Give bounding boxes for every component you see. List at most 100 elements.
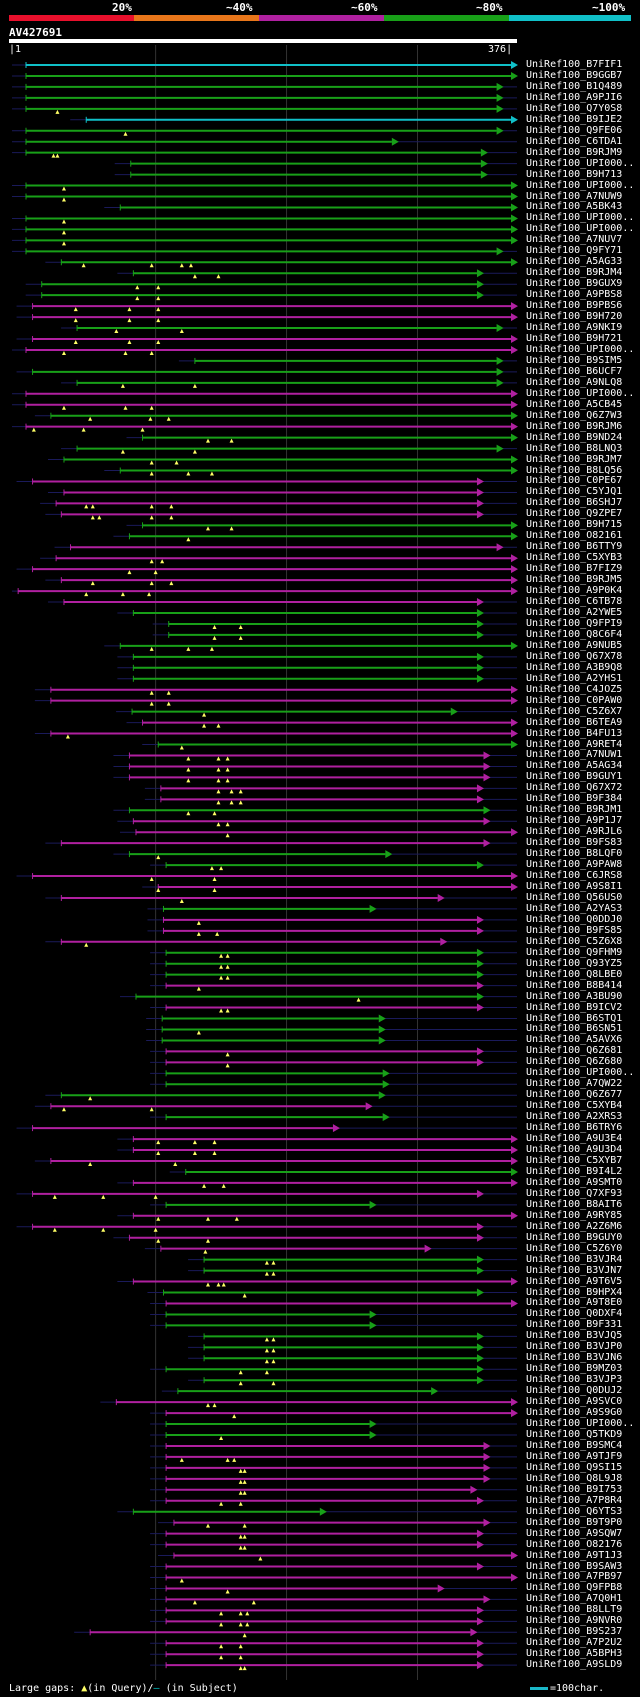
hit-label[interactable]: UniRef100_B9S237: [526, 1626, 623, 1638]
hit-label[interactable]: UniRef100_B9FS83: [526, 837, 623, 849]
hit-label[interactable]: UniRef100_B6STQ1: [526, 1012, 623, 1024]
hit-label[interactable]: UniRef100_Q6Z681: [526, 1045, 623, 1057]
hit-label[interactable]: UniRef100_A7Q0H1: [526, 1593, 623, 1605]
hit-label[interactable]: UniRef100_B6TEA9: [526, 716, 623, 728]
hit-label[interactable]: UniRef100_B9MZ03: [526, 1363, 623, 1375]
hit-label[interactable]: UniRef100_B7FIF1: [526, 59, 623, 70]
hit-label[interactable]: UniRef100_UPI000..: [526, 387, 635, 399]
hit-label[interactable]: UniRef100_A2YHS1: [526, 672, 623, 684]
hit-label[interactable]: UniRef100_B9I753: [526, 1483, 623, 1495]
hit-label[interactable]: UniRef100_B6SN51: [526, 1023, 623, 1035]
hit-label[interactable]: UniRef100_A9U3D4: [526, 1144, 623, 1156]
hit-label[interactable]: UniRef100_B9ICV2: [526, 1001, 623, 1013]
hit-label[interactable]: UniRef100_A9S9G0: [526, 1407, 623, 1419]
hit-label[interactable]: UniRef100_A7P8R4: [526, 1494, 623, 1506]
hit-label[interactable]: UniRef100_B3VJP3: [526, 1374, 623, 1386]
hit-label[interactable]: UniRef100_B9ND24: [526, 431, 623, 443]
hit-label[interactable]: UniRef100_A5BPH3: [526, 1648, 623, 1660]
hit-label[interactable]: UniRef100_B7FIZ9: [526, 563, 623, 575]
hit-label[interactable]: UniRef100_A7P2U2: [526, 1637, 623, 1649]
hit-label[interactable]: UniRef100_A9RJL6: [526, 826, 623, 838]
hit-label[interactable]: UniRef100_C0PE67: [526, 475, 623, 487]
hit-label[interactable]: UniRef100_Q9FPI9: [526, 617, 623, 629]
hit-label[interactable]: UniRef100_B9FS85: [526, 924, 623, 936]
hit-label[interactable]: UniRef100_Q6Z677: [526, 1089, 623, 1101]
hit-label[interactable]: UniRef100_A5AG33: [526, 256, 623, 268]
hit-label[interactable]: UniRef100_A9SQW7: [526, 1527, 623, 1539]
hit-label[interactable]: UniRef100_A2Z6M6: [526, 1220, 623, 1232]
hit-label[interactable]: UniRef100_A9U3E4: [526, 1133, 623, 1145]
hit-label[interactable]: UniRef100_A9T1J3: [526, 1549, 623, 1561]
hit-label[interactable]: UniRef100_A2YWE5: [526, 607, 623, 618]
hit-label[interactable]: UniRef100_Q6YTS3: [526, 1505, 623, 1517]
hit-label[interactable]: UniRef100_Q7Y0S8: [526, 102, 623, 114]
hit-label[interactable]: UniRef100_Q9ZPE7: [526, 508, 623, 520]
hit-label[interactable]: UniRef100_Q56US0: [526, 891, 623, 903]
hit-label[interactable]: UniRef100_Q5TKD9: [526, 1429, 623, 1440]
hit-label[interactable]: UniRef100_B8LLT9: [526, 1604, 623, 1616]
hit-label[interactable]: UniRef100_O82176: [526, 1538, 623, 1550]
hit-label[interactable]: UniRef100_Q67X78: [526, 650, 623, 662]
hit-label[interactable]: UniRef100_A3B9Q8: [526, 661, 623, 673]
hit-label[interactable]: UniRef100_Q8C6F4: [526, 628, 623, 640]
hit-label[interactable]: UniRef100_A9SMT0: [526, 1176, 623, 1188]
hit-label[interactable]: UniRef100_UPI000..: [526, 1067, 635, 1079]
hit-label[interactable]: UniRef100_A9NUB5: [526, 639, 623, 651]
hit-label[interactable]: UniRef100_A9P1J7: [526, 815, 623, 827]
hit-label[interactable]: UniRef100_B9H721: [526, 333, 623, 344]
hit-label[interactable]: UniRef100_C5YJQ1: [526, 486, 623, 498]
hit-label[interactable]: UniRef100_Q6Z7W3: [526, 409, 623, 421]
hit-label[interactable]: UniRef100_A5CB45: [526, 398, 623, 410]
hit-label[interactable]: UniRef100_B9F384: [526, 793, 623, 805]
hit-label[interactable]: UniRef100_B9F331: [526, 1319, 623, 1331]
hit-label[interactable]: UniRef100_UPI000..: [526, 157, 635, 169]
hit-label[interactable]: UniRef100_Q9FY71: [526, 245, 623, 257]
hit-label[interactable]: UniRef100_B6UCF7: [526, 365, 623, 377]
hit-label[interactable]: UniRef100_A5BK43: [526, 201, 623, 213]
hit-label[interactable]: UniRef100_B9SIM5: [526, 354, 623, 366]
hit-label[interactable]: UniRef100_B9H713: [526, 168, 623, 180]
hit-label[interactable]: UniRef100_B9HPX4: [526, 1286, 623, 1298]
hit-label[interactable]: UniRef100_A5AG34: [526, 760, 623, 772]
hit-label[interactable]: UniRef100_B9RJM9: [526, 146, 623, 158]
hit-label[interactable]: UniRef100_UPI000..: [526, 1418, 635, 1430]
hit-label[interactable]: UniRef100_B9RJM5: [526, 574, 623, 586]
hit-label[interactable]: UniRef100_Q93YZ5: [526, 957, 623, 969]
hit-label[interactable]: UniRef100_B9GGB7: [526, 69, 623, 81]
hit-label[interactable]: UniRef100_A9P0K4: [526, 585, 623, 597]
hit-label[interactable]: UniRef100_A7NUW1: [526, 749, 623, 761]
hit-label[interactable]: UniRef100_B6SHJ7: [526, 497, 623, 509]
hit-label[interactable]: UniRef100_B9GUX9: [526, 278, 623, 290]
hit-label[interactable]: UniRef100_UPI000..: [526, 343, 635, 355]
hit-label[interactable]: UniRef100_B9SMC4: [526, 1439, 623, 1451]
hit-label[interactable]: UniRef100_B9SAW3: [526, 1560, 623, 1572]
hit-label[interactable]: UniRef100_Q67X72: [526, 782, 623, 794]
hit-label[interactable]: UniRef100_B3VJR4: [526, 1253, 623, 1265]
hit-label[interactable]: UniRef100_B9H720: [526, 311, 623, 323]
hit-label[interactable]: UniRef100_A9NKI9: [526, 322, 623, 334]
hit-label[interactable]: UniRef100_A9RY85: [526, 1209, 623, 1221]
hit-label[interactable]: UniRef100_UPI000..: [526, 179, 635, 191]
hit-label[interactable]: UniRef100_C6TDA1: [526, 135, 623, 147]
hit-label[interactable]: UniRef100_Q0DDJ0: [526, 913, 623, 925]
hit-label[interactable]: UniRef100_B3VJN7: [526, 1264, 623, 1276]
hit-label[interactable]: UniRef100_Q9SI15: [526, 1461, 623, 1473]
hit-label[interactable]: UniRef100_A7PB97: [526, 1571, 623, 1583]
hit-label[interactable]: UniRef100_B9IJE2: [526, 113, 623, 125]
hit-label[interactable]: UniRef100_C6TB78: [526, 596, 623, 608]
hit-label[interactable]: UniRef100_B8LQ56: [526, 464, 623, 476]
hit-label[interactable]: UniRef100_B9RJM1: [526, 804, 623, 816]
hit-label[interactable]: UniRef100_A9RET4: [526, 738, 623, 750]
hit-label[interactable]: UniRef100_O82161: [526, 530, 623, 542]
hit-label[interactable]: UniRef100_B9T9P0: [526, 1516, 623, 1528]
hit-label[interactable]: UniRef100_A7QW22: [526, 1078, 623, 1090]
hit-label[interactable]: UniRef100_A9PJI6: [526, 91, 623, 103]
hit-label[interactable]: UniRef100_B6TTY9: [526, 541, 623, 553]
hit-label[interactable]: UniRef100_A5AVX6: [526, 1034, 623, 1046]
hit-label[interactable]: UniRef100_Q7XF93: [526, 1187, 623, 1199]
hit-label[interactable]: UniRef100_C0PAW0: [526, 694, 623, 706]
hit-label[interactable]: UniRef100_B8LNQ3: [526, 442, 623, 454]
hit-label[interactable]: UniRef100_Q0DXF4: [526, 1308, 623, 1320]
hit-label[interactable]: UniRef100_A9S8I1: [526, 881, 623, 892]
hit-label[interactable]: UniRef100_C5Z6X7: [526, 705, 623, 717]
